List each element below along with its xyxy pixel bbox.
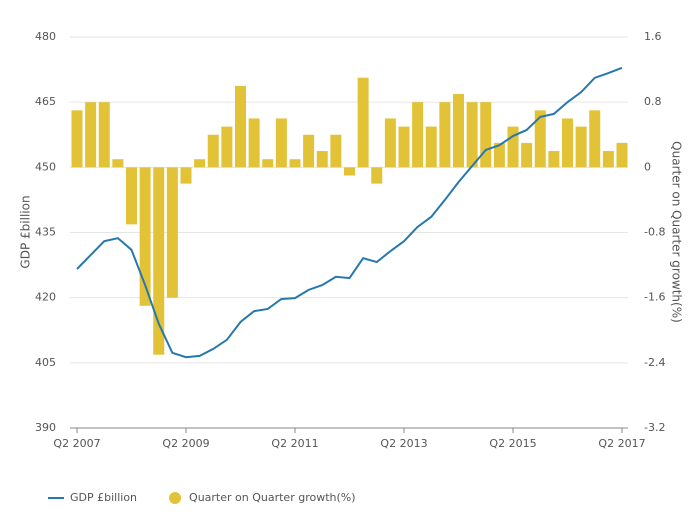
y-tick-label: 405 xyxy=(35,356,56,369)
bar xyxy=(493,142,505,168)
bar xyxy=(412,102,424,168)
y-tick-label: 435 xyxy=(35,226,56,239)
bar xyxy=(616,142,628,168)
y-tick-label: 420 xyxy=(35,291,56,304)
y-tick-label: 390 xyxy=(35,421,56,434)
line xyxy=(76,66,623,359)
x-tick-label: Q2 2017 xyxy=(598,437,645,450)
bar xyxy=(357,77,369,168)
bar xyxy=(71,110,83,168)
y2-tick-label: -3.2 xyxy=(644,421,665,434)
bar xyxy=(453,94,464,168)
bar xyxy=(153,167,165,355)
y-tick-label: 480 xyxy=(35,30,56,43)
legend-label: GDP £billion xyxy=(70,491,137,504)
bar xyxy=(235,85,246,168)
y-axis-title: GDP £billion xyxy=(19,195,33,268)
bar xyxy=(466,102,478,168)
legend-label: Quarter on Quarter growth(%) xyxy=(189,491,356,504)
x-tick-label: Q2 2007 xyxy=(53,437,100,450)
bar xyxy=(384,118,396,168)
bar xyxy=(602,151,614,168)
bar xyxy=(85,102,97,168)
bar xyxy=(562,118,573,168)
bar xyxy=(207,134,219,168)
bar xyxy=(262,159,274,168)
bar xyxy=(521,142,533,168)
y-tick-label: 465 xyxy=(35,95,56,108)
bar xyxy=(507,126,519,168)
bar xyxy=(480,102,492,168)
bar xyxy=(398,126,410,168)
y2-tick-label: -0.8 xyxy=(644,226,665,239)
y2-tick-label: 1.6 xyxy=(644,30,662,43)
bar xyxy=(439,102,451,168)
y-tick-label: 450 xyxy=(35,160,56,173)
bar xyxy=(371,167,383,184)
y2-tick-label: -1.6 xyxy=(644,291,665,304)
y2-tick-label: -2.4 xyxy=(644,356,665,369)
bar xyxy=(303,134,315,168)
x-tick-label: Q2 2009 xyxy=(162,437,209,450)
x-tick-label: Q2 2011 xyxy=(271,437,318,450)
bar xyxy=(194,159,206,168)
legend-swatch xyxy=(169,492,182,504)
bar xyxy=(166,167,178,298)
y2-tick-label: 0.8 xyxy=(644,95,662,108)
bar xyxy=(330,134,342,168)
bar xyxy=(344,167,355,176)
bar xyxy=(221,126,233,168)
bar xyxy=(534,110,546,168)
x-tick-label: Q2 2015 xyxy=(489,437,536,450)
y2-tick-label: 0 xyxy=(644,160,651,173)
bar xyxy=(126,167,137,225)
bar xyxy=(248,118,260,168)
bar xyxy=(289,159,301,168)
bar xyxy=(425,126,437,168)
bar xyxy=(112,159,124,168)
bar xyxy=(275,118,287,168)
y2-axis-title: Quarter on Quarter growth(%) xyxy=(670,141,684,323)
bar xyxy=(316,151,328,168)
x-tick-label: Q2 2013 xyxy=(380,437,427,450)
bar xyxy=(98,102,110,168)
bar xyxy=(589,110,601,168)
bar xyxy=(548,151,560,168)
bar xyxy=(139,167,151,306)
bar xyxy=(180,167,192,184)
bar xyxy=(575,126,587,168)
